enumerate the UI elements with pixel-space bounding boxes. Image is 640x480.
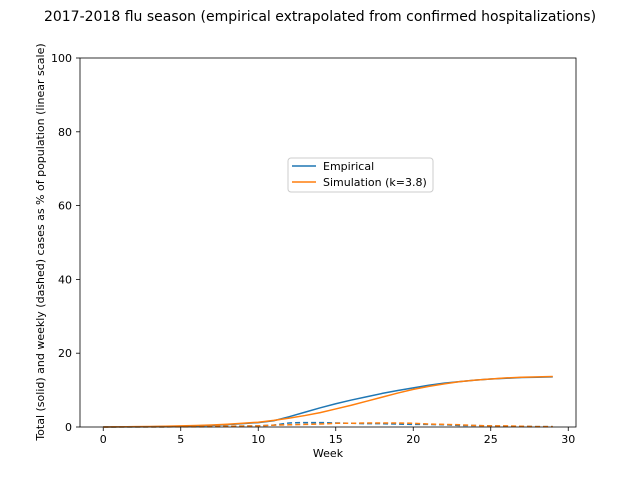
y-axis-label: Total (solid) and weekly (dashed) cases … (34, 43, 47, 441)
x-tick-label: 0 (100, 433, 107, 446)
y-tick-label: 0 (65, 421, 72, 434)
legend-label-empirical: Empirical (323, 160, 374, 173)
plot-background (80, 58, 576, 427)
x-tick-label: 20 (406, 433, 420, 446)
plot-area (80, 58, 576, 427)
y-tick-label: 20 (58, 347, 72, 360)
y-tick-label: 80 (58, 126, 72, 139)
y-tick-label: 40 (58, 273, 72, 286)
x-tick-label: 10 (251, 433, 265, 446)
x-tick-label: 5 (177, 433, 184, 446)
x-axis-ticks: 0 5 10 15 20 25 30 (100, 427, 575, 446)
x-tick-label: 15 (329, 433, 343, 446)
y-tick-label: 100 (51, 52, 72, 65)
x-tick-label: 30 (561, 433, 575, 446)
y-tick-label: 60 (58, 200, 72, 213)
legend-box (287, 157, 434, 193)
x-tick-label: 25 (484, 433, 498, 446)
plot-frame (79, 57, 577, 428)
legend-label-simulation: Simulation (k=3.8) (323, 176, 427, 189)
chart-title: 2017-2018 flu season (empirical extrapol… (44, 9, 596, 25)
legend: Empirical Simulation (k=3.8) (287, 157, 434, 193)
x-axis-label: Week (313, 447, 344, 460)
y-axis-ticks: 0 20 40 60 80 100 (51, 52, 80, 434)
